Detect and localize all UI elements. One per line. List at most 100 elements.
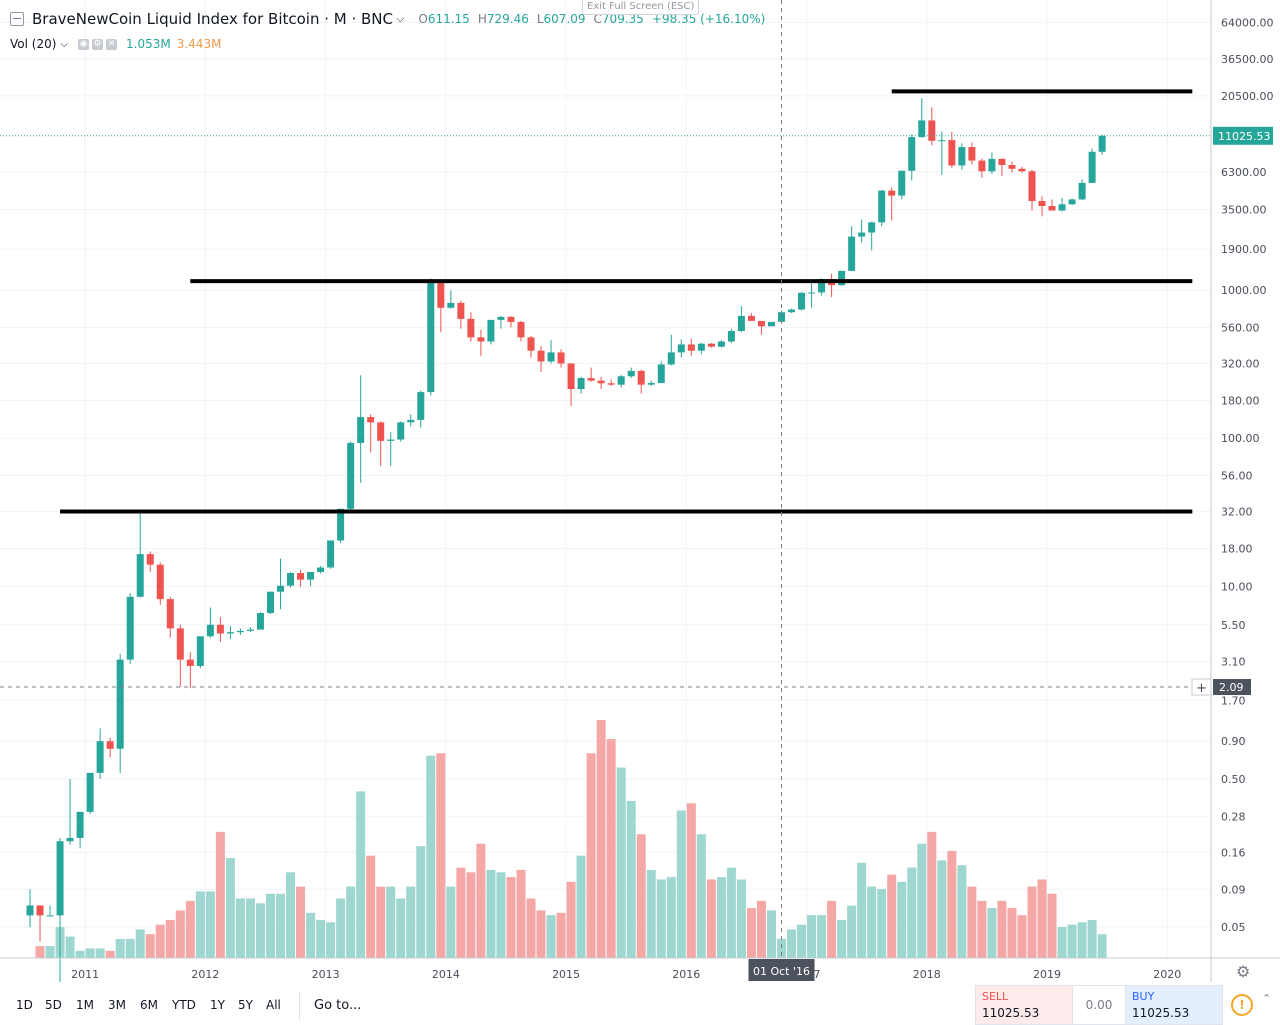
candle-body[interactable]: [988, 158, 996, 172]
candle-body[interactable]: [547, 352, 555, 362]
candle-body[interactable]: [848, 236, 856, 271]
candle-body[interactable]: [367, 417, 375, 423]
candle-body[interactable]: [527, 337, 535, 351]
candle-body[interactable]: [778, 312, 785, 322]
chevron-up-icon[interactable]: ⌃: [1262, 992, 1272, 1005]
candle-body[interactable]: [818, 278, 826, 293]
timeframe-1m[interactable]: 1M: [76, 998, 94, 1012]
candle-body[interactable]: [948, 140, 956, 166]
candle-body[interactable]: [347, 442, 355, 509]
timeframe-5y[interactable]: 5Y: [238, 998, 253, 1012]
candle-body[interactable]: [627, 370, 635, 377]
candle-body[interactable]: [56, 841, 64, 916]
candle-body[interactable]: [146, 554, 154, 565]
candle-body[interactable]: [958, 147, 966, 166]
candle-body[interactable]: [968, 147, 976, 161]
candle-body[interactable]: [938, 140, 946, 142]
candle-body[interactable]: [908, 137, 916, 171]
candle-body[interactable]: [677, 344, 685, 353]
candle-body[interactable]: [597, 380, 605, 384]
symbol-title[interactable]: BraveNewCoin Liquid Index for Bitcoin · …: [32, 10, 394, 28]
candle-body[interactable]: [838, 270, 846, 286]
candle-body[interactable]: [206, 624, 214, 637]
candle-body[interactable]: [487, 319, 495, 342]
candle-body[interactable]: [617, 376, 625, 385]
candle-body[interactable]: [216, 624, 224, 634]
candle-body[interactable]: [1048, 206, 1056, 211]
candle-body[interactable]: [737, 315, 745, 331]
candle-body[interactable]: [377, 422, 385, 441]
candle-body[interactable]: [667, 352, 675, 365]
candle-body[interactable]: [587, 378, 595, 381]
candle-body[interactable]: [277, 585, 284, 592]
candle-body[interactable]: [477, 337, 485, 342]
timeframe-1d[interactable]: 1D: [16, 998, 33, 1012]
candle-body[interactable]: [798, 292, 806, 310]
candle-body[interactable]: [868, 222, 876, 233]
candle-body[interactable]: [888, 190, 896, 196]
candle-body[interactable]: [36, 905, 44, 916]
candle-body[interactable]: [116, 659, 124, 749]
candle-body[interactable]: [497, 316, 505, 320]
chevron-down-icon[interactable]: ⌵: [396, 12, 405, 25]
candle-body[interactable]: [46, 915, 54, 917]
candle-body[interactable]: [236, 630, 244, 633]
candle-body[interactable]: [427, 282, 435, 393]
info-icon[interactable]: !: [1231, 994, 1253, 1016]
candle-body[interactable]: [577, 378, 585, 390]
candle-body[interactable]: [156, 564, 164, 600]
candle-body[interactable]: [297, 573, 305, 580]
candle-body[interactable]: [66, 837, 74, 842]
plus-icon[interactable]: +: [1196, 681, 1207, 696]
candle-body[interactable]: [537, 350, 545, 362]
candle-body[interactable]: [307, 571, 315, 580]
candle-body[interactable]: [1008, 165, 1016, 169]
candle-body[interactable]: [998, 158, 1006, 166]
candle-body[interactable]: [507, 316, 515, 322]
close-icon[interactable]: ✕: [106, 38, 117, 50]
candle-body[interactable]: [767, 321, 775, 327]
timeframe-3m[interactable]: 3M: [108, 998, 126, 1012]
sell-button[interactable]: SELL 11025.53: [975, 985, 1073, 1025]
candle-body[interactable]: [757, 320, 765, 327]
candle-body[interactable]: [898, 170, 906, 196]
candle-body[interactable]: [717, 341, 725, 347]
candle-body[interactable]: [697, 343, 705, 351]
timeframe-6m[interactable]: 6M: [140, 998, 158, 1012]
candle-body[interactable]: [407, 419, 415, 423]
timeframe-all[interactable]: All: [266, 998, 281, 1012]
candle-body[interactable]: [747, 315, 755, 321]
candle-body[interactable]: [136, 554, 144, 597]
candle-body[interactable]: [1098, 135, 1106, 152]
candle-body[interactable]: [447, 302, 455, 308]
price-chart[interactable]: 112000.0064000.0036500.0020500.0011025.5…: [0, 0, 1280, 982]
volume-title[interactable]: Vol (20): [10, 37, 57, 51]
candle-body[interactable]: [397, 422, 405, 440]
candle-body[interactable]: [788, 309, 796, 313]
candle-body[interactable]: [357, 417, 365, 443]
candle-body[interactable]: [978, 160, 986, 172]
settings-icon[interactable]: ⚙: [92, 38, 103, 50]
candle-body[interactable]: [337, 508, 345, 541]
candle-body[interactable]: [457, 302, 465, 319]
candle-body[interactable]: [437, 282, 445, 308]
candle-body[interactable]: [266, 591, 274, 614]
crosshair-plus-icon[interactable]: [1191, 678, 1212, 696]
candle-body[interactable]: [567, 363, 575, 390]
timeframe-1y[interactable]: 1Y: [210, 998, 225, 1012]
candle-body[interactable]: [166, 599, 174, 629]
candle-body[interactable]: [808, 292, 816, 294]
candle-body[interactable]: [96, 741, 104, 773]
timeframe-5d[interactable]: 5D: [45, 998, 62, 1012]
candle-body[interactable]: [707, 343, 715, 347]
candle-body[interactable]: [607, 383, 615, 385]
exit-fullscreen-button[interactable]: Exit Full Screen (ESC): [582, 0, 700, 15]
candle-body[interactable]: [858, 232, 866, 237]
timeframe-ytd[interactable]: YTD: [172, 998, 196, 1012]
gear-icon[interactable]: ⚙: [1236, 962, 1251, 981]
candle-body[interactable]: [1068, 199, 1076, 205]
visibility-icon[interactable]: ◉: [78, 38, 89, 50]
collapse-legend-icon[interactable]: [10, 12, 24, 26]
candle-body[interactable]: [1028, 171, 1036, 201]
chevron-down-icon[interactable]: ⌵: [60, 38, 68, 50]
